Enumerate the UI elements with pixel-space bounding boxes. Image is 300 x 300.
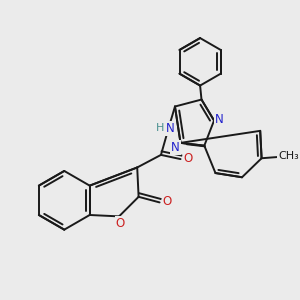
Text: H: H (155, 123, 164, 133)
Text: O: O (163, 195, 172, 208)
Text: O: O (116, 217, 125, 230)
Text: O: O (184, 152, 193, 165)
Text: N: N (166, 122, 175, 135)
Text: N: N (171, 141, 180, 154)
Text: CH₃: CH₃ (278, 151, 299, 161)
Text: N: N (215, 113, 224, 127)
